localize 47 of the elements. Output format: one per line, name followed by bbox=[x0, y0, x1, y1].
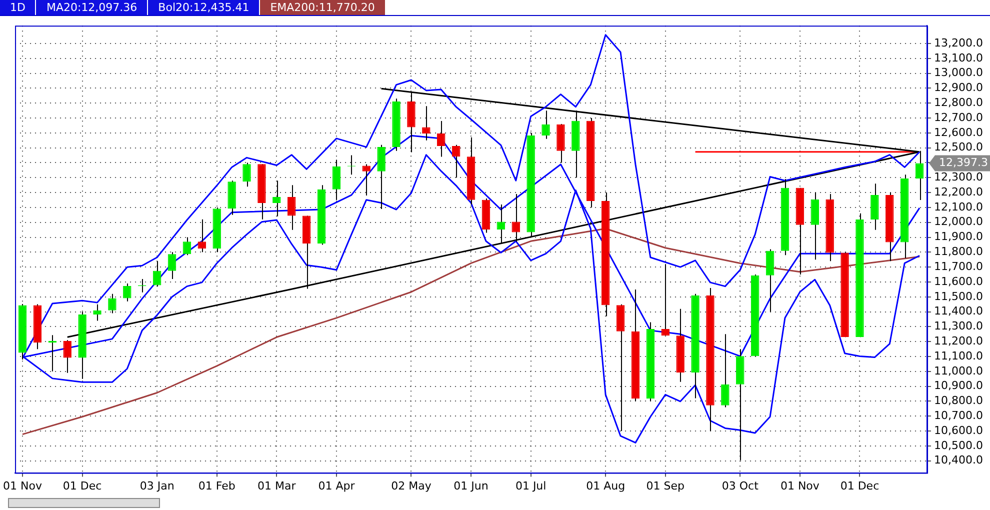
y-tick-label: 11,300.0 bbox=[934, 320, 983, 333]
y-tick-label: 11,100.0 bbox=[934, 349, 983, 362]
text: Bol20:12,435.41 bbox=[148, 0, 260, 15]
text: MA20:12,097.36 bbox=[36, 0, 148, 15]
x-tick-label: 01 Feb bbox=[198, 479, 236, 492]
x-tick-label: 03 Oct bbox=[722, 479, 760, 492]
x-tick-label: 01 Mar bbox=[258, 479, 296, 492]
y-tick-label: 11,900.0 bbox=[934, 230, 983, 244]
y-tick-label: 12,800.0 bbox=[934, 96, 983, 109]
x-tick-label: 01 Jun bbox=[454, 479, 488, 492]
y-tick-label: 12,700.0 bbox=[934, 110, 983, 124]
y-tick-label: 11,200.0 bbox=[934, 334, 983, 348]
y-tick-label: 13,200.0 bbox=[934, 36, 983, 50]
text: EMA200:11,770.20 bbox=[260, 0, 386, 15]
y-tick-label: 11,500.0 bbox=[934, 290, 983, 303]
text: 12,397.3 bbox=[939, 156, 988, 170]
y-tick-label: 12,200.0 bbox=[934, 185, 983, 198]
x-tick-label: 01 Nov bbox=[780, 479, 820, 492]
y-tick-label: 11,000.0 bbox=[934, 364, 983, 378]
y-tick-label: 12,900.0 bbox=[934, 81, 983, 94]
x-tick-label: 03 Jan bbox=[140, 479, 174, 492]
y-tick-label: 12,300.0 bbox=[934, 170, 983, 184]
x-tick-label: 01 Sep bbox=[646, 479, 685, 492]
x-tick-label: 01 Aug bbox=[586, 479, 626, 492]
y-tick-label: 10,700.0 bbox=[934, 409, 983, 422]
x-tick-label: 01 Apr bbox=[318, 479, 356, 492]
y-tick-label: 11,700.0 bbox=[934, 260, 983, 273]
y-tick-label: 12,000.0 bbox=[934, 215, 983, 228]
y-tick-label: 11,600.0 bbox=[934, 274, 983, 288]
y-tick-label: 10,800.0 bbox=[934, 394, 983, 408]
y-tick-label: 10,500.0 bbox=[934, 438, 983, 452]
y-tick-label: 13,100.0 bbox=[934, 51, 983, 64]
y-tick-label: 11,400.0 bbox=[934, 304, 983, 318]
x-tick-label: 01 Jul bbox=[515, 479, 546, 492]
text: 1D bbox=[0, 0, 36, 15]
y-tick-label: 12,100.0 bbox=[934, 200, 983, 214]
y-tick-label: 10,600.0 bbox=[934, 424, 983, 437]
x-tick-label: 02 May bbox=[391, 479, 432, 492]
y-tick-label: 13,000.0 bbox=[934, 66, 983, 80]
y-tick-label: 11,800.0 bbox=[934, 245, 983, 258]
x-tick-label: 01 Nov bbox=[3, 479, 42, 492]
y-tick-label: 10,400.0 bbox=[934, 454, 983, 467]
y-tick-label: 12,600.0 bbox=[934, 126, 983, 139]
x-tick-label: 01 Dec bbox=[62, 479, 102, 492]
x-tick-label: 01 Dec bbox=[840, 479, 880, 492]
y-tick-label: 12,500.0 bbox=[934, 140, 983, 154]
y-tick-label: 10,900.0 bbox=[934, 379, 983, 392]
